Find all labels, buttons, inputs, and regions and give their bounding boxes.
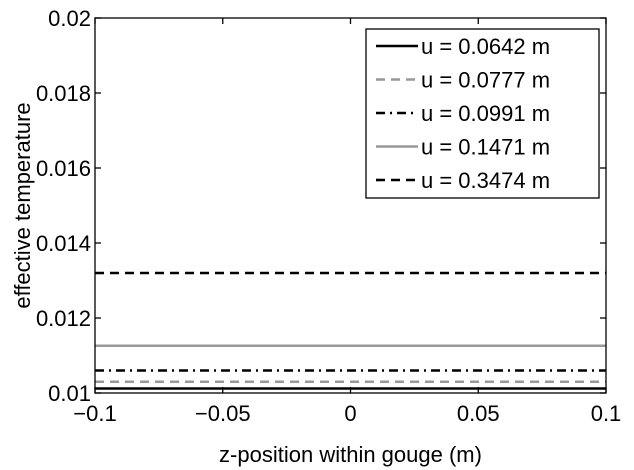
y-tick-label: 0.018 bbox=[36, 81, 91, 106]
legend-label-5: u = 0.3474 m bbox=[421, 168, 550, 193]
x-tick-label: 0 bbox=[344, 401, 356, 426]
y-tick-label: 0.01 bbox=[48, 381, 91, 406]
y-tick-label: 0.014 bbox=[36, 231, 91, 256]
legend-label-2: u = 0.0777 m bbox=[421, 68, 550, 93]
legend: u = 0.0642 m u = 0.0777 m u = 0.0991 m u = … bbox=[365, 28, 600, 199]
legend-label-3: u = 0.0991 m bbox=[421, 101, 550, 126]
y-tick-label: 0.016 bbox=[36, 156, 91, 181]
x-tick-label: 0.05 bbox=[457, 401, 500, 426]
series-layer bbox=[95, 271, 606, 390]
y-tick-label: 0.012 bbox=[36, 306, 91, 331]
y-axis-title: effective temperature bbox=[10, 102, 35, 308]
legend-label-4: u = 0.1471 m bbox=[421, 135, 550, 160]
x-tick-label: 0.1 bbox=[591, 401, 622, 426]
x-tick-label: −0.05 bbox=[195, 401, 251, 426]
x-axis-title: z-position within gouge (m) bbox=[219, 442, 482, 467]
x-tick-label: −0.1 bbox=[73, 401, 116, 426]
legend-label-1: u = 0.0642 m bbox=[421, 34, 550, 59]
tick-layer: −0.1 −0.05 0 0.05 0.1 0.01 0.012 0.014 0.016 0.01… bbox=[36, 6, 621, 426]
y-tick-label: 0.02 bbox=[48, 6, 91, 31]
